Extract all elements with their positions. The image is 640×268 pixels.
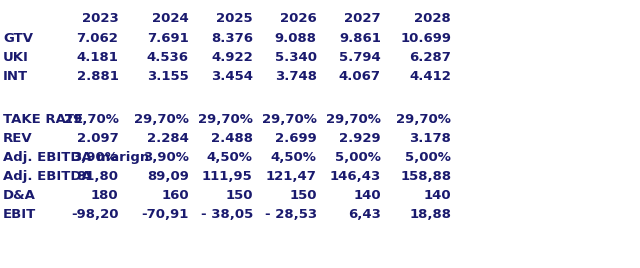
Text: 2.488: 2.488 bbox=[211, 132, 253, 145]
Text: 29,70%: 29,70% bbox=[134, 113, 189, 126]
Text: 2026: 2026 bbox=[280, 12, 317, 25]
Text: 10.699: 10.699 bbox=[400, 32, 451, 45]
Text: 2025: 2025 bbox=[216, 12, 253, 25]
Text: 140: 140 bbox=[424, 189, 451, 202]
Text: 4.536: 4.536 bbox=[147, 51, 189, 64]
Text: - 28,53: - 28,53 bbox=[265, 208, 317, 221]
Text: 3.178: 3.178 bbox=[410, 132, 451, 145]
Text: 158,88: 158,88 bbox=[400, 170, 451, 183]
Text: 4.922: 4.922 bbox=[211, 51, 253, 64]
Text: 2.097: 2.097 bbox=[77, 132, 118, 145]
Text: 9.088: 9.088 bbox=[275, 32, 317, 45]
Text: 2.284: 2.284 bbox=[147, 132, 189, 145]
Text: 29,70%: 29,70% bbox=[262, 113, 317, 126]
Text: Adj. EBITDA: Adj. EBITDA bbox=[3, 170, 92, 183]
Text: D&A: D&A bbox=[3, 189, 36, 202]
Text: 9.861: 9.861 bbox=[339, 32, 381, 45]
Text: 29,70%: 29,70% bbox=[198, 113, 253, 126]
Text: 6.287: 6.287 bbox=[410, 51, 451, 64]
Text: 146,43: 146,43 bbox=[330, 170, 381, 183]
Text: Adj. EBITDA marign: Adj. EBITDA marign bbox=[3, 151, 150, 164]
Text: INT: INT bbox=[3, 70, 28, 83]
Text: 3.155: 3.155 bbox=[147, 70, 189, 83]
Text: 3.748: 3.748 bbox=[275, 70, 317, 83]
Text: 29,70%: 29,70% bbox=[396, 113, 451, 126]
Text: 4.412: 4.412 bbox=[410, 70, 451, 83]
Text: 4.067: 4.067 bbox=[339, 70, 381, 83]
Text: 2.929: 2.929 bbox=[339, 132, 381, 145]
Text: 3,90%: 3,90% bbox=[143, 151, 189, 164]
Text: 2.699: 2.699 bbox=[275, 132, 317, 145]
Text: 18,88: 18,88 bbox=[409, 208, 451, 221]
Text: 8.376: 8.376 bbox=[211, 32, 253, 45]
Text: 4.181: 4.181 bbox=[77, 51, 118, 64]
Text: UKI: UKI bbox=[3, 51, 29, 64]
Text: -98,20: -98,20 bbox=[71, 208, 118, 221]
Text: 89,09: 89,09 bbox=[147, 170, 189, 183]
Text: 81,80: 81,80 bbox=[76, 170, 118, 183]
Text: 160: 160 bbox=[161, 189, 189, 202]
Text: 5,00%: 5,00% bbox=[335, 151, 381, 164]
Text: 150: 150 bbox=[225, 189, 253, 202]
Text: 5.794: 5.794 bbox=[339, 51, 381, 64]
Text: 2024: 2024 bbox=[152, 12, 189, 25]
Text: 4,50%: 4,50% bbox=[207, 151, 253, 164]
Text: 121,47: 121,47 bbox=[266, 170, 317, 183]
Text: 4,50%: 4,50% bbox=[271, 151, 317, 164]
Text: 7.062: 7.062 bbox=[77, 32, 118, 45]
Text: - 38,05: - 38,05 bbox=[200, 208, 253, 221]
Text: 111,95: 111,95 bbox=[202, 170, 253, 183]
Text: REV: REV bbox=[3, 132, 33, 145]
Text: 5,00%: 5,00% bbox=[405, 151, 451, 164]
Text: 3,90%: 3,90% bbox=[72, 151, 118, 164]
Text: 2028: 2028 bbox=[415, 12, 451, 25]
Text: 29,70%: 29,70% bbox=[326, 113, 381, 126]
Text: GTV: GTV bbox=[3, 32, 33, 45]
Text: -70,91: -70,91 bbox=[141, 208, 189, 221]
Text: TAKE RATE: TAKE RATE bbox=[3, 113, 83, 126]
Text: 150: 150 bbox=[289, 189, 317, 202]
Text: 5.340: 5.340 bbox=[275, 51, 317, 64]
Text: 6,43: 6,43 bbox=[348, 208, 381, 221]
Text: 2027: 2027 bbox=[344, 12, 381, 25]
Text: 3.454: 3.454 bbox=[211, 70, 253, 83]
Text: EBIT: EBIT bbox=[3, 208, 36, 221]
Text: 29,70%: 29,70% bbox=[63, 113, 118, 126]
Text: 7.691: 7.691 bbox=[147, 32, 189, 45]
Text: 180: 180 bbox=[91, 189, 118, 202]
Text: 2023: 2023 bbox=[82, 12, 118, 25]
Text: 2.881: 2.881 bbox=[77, 70, 118, 83]
Text: 140: 140 bbox=[353, 189, 381, 202]
